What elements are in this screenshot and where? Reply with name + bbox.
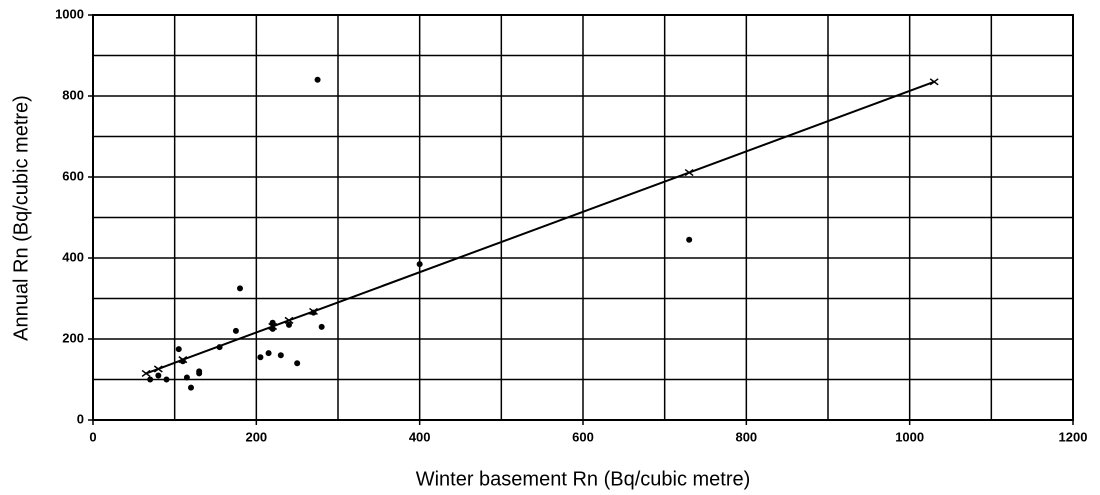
x-tick-label: 400 [409, 429, 431, 444]
point [163, 376, 170, 383]
y-tick-label: 0 [77, 411, 84, 426]
cross-marker [929, 78, 939, 86]
point [294, 360, 301, 367]
y-axis-title: Annual Rn (Bq/cubic metre) [10, 95, 32, 341]
cross-marker [309, 307, 318, 316]
point [318, 323, 325, 330]
point [155, 372, 162, 379]
point [686, 236, 693, 243]
cross-marker [284, 316, 294, 324]
x-tick-label: 200 [245, 429, 267, 444]
point [416, 261, 423, 268]
cross-marker [684, 168, 694, 177]
point [277, 352, 284, 359]
point [237, 285, 243, 292]
point [188, 384, 194, 391]
y-tick-label: 200 [62, 330, 84, 345]
point [196, 370, 203, 377]
x-axis-title: Winter basement Rn (Bq/cubic metre) [416, 468, 751, 490]
x-tick-label: 600 [572, 429, 594, 444]
x-tick-label: 1000 [895, 429, 924, 444]
point [175, 346, 182, 353]
x-tick-label: 0 [89, 429, 96, 444]
x-tick-label: 800 [735, 429, 757, 444]
cross-marker [178, 356, 188, 364]
point [314, 76, 321, 83]
point [232, 327, 239, 334]
point [183, 374, 190, 381]
point [265, 350, 272, 357]
cross-marker [153, 365, 163, 373]
point [269, 319, 276, 326]
x-tick-label: 1200 [1059, 429, 1088, 444]
y-tick-label: 800 [62, 87, 84, 102]
cross-marker [141, 369, 151, 378]
point [257, 354, 264, 361]
point [147, 376, 154, 383]
point [286, 321, 292, 328]
trend-line [145, 80, 935, 375]
y-tick-label: 1000 [55, 6, 84, 21]
y-tick-label: 400 [62, 249, 84, 264]
cross-marker [268, 322, 278, 331]
y-tick-label: 600 [62, 168, 84, 183]
